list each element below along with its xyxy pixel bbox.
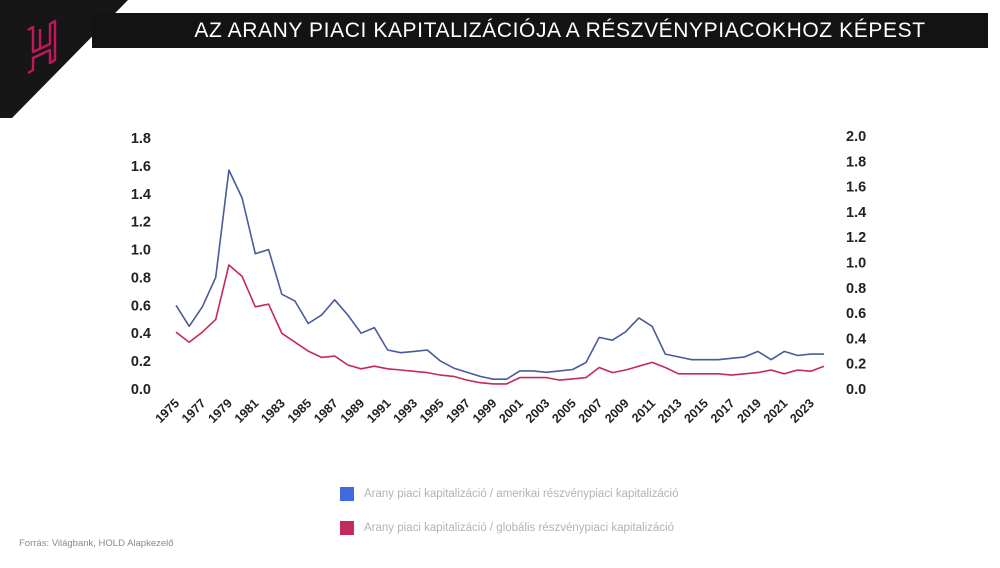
y-right-tick-label: 2.0 [846,129,866,145]
y-right-tick-label: 1.6 [846,180,866,196]
chart-legend: Arany piaci kapitalizáció / amerikai rés… [340,482,678,550]
x-tick-label: 1997 [443,396,473,426]
y-right-tick-label: 1.0 [846,256,866,272]
page-title: AZ ARANY PIACI KAPITALIZÁCIÓJA A RÉSZVÉN… [194,18,926,42]
y-left-tick-label: 1.0 [131,243,151,259]
series-line-global [175,264,825,385]
y-left-tick-label: 1.4 [131,187,151,203]
x-tick-label: 2009 [602,396,632,426]
title-bar: AZ ARANY PIACI KAPITALIZÁCIÓJA A RÉSZVÉN… [92,13,988,48]
y-left-tick-label: 0.8 [131,270,151,286]
y-left-tick-label: 0.0 [131,382,151,398]
y-left-tick-label: 1.6 [131,159,151,175]
legend-swatch-us [340,487,354,501]
x-tick-label: 1977 [179,396,209,426]
y-right-tick-label: 0.4 [846,331,866,347]
source-note: Forrás: Világbank, HOLD Alapkezelő [19,538,174,549]
y-right-tick-label: 0.0 [846,382,866,398]
x-tick-label: 1999 [470,396,500,426]
x-tick-label: 2003 [523,396,553,426]
y-left-tick-label: 0.2 [131,354,151,370]
y-right-tick-label: 0.8 [846,281,866,297]
x-tick-label: 1985 [285,396,315,426]
legend-label-global: Arany piaci kapitalizáció / globális rés… [364,522,675,534]
x-tick-label: 2017 [708,396,738,426]
x-tick-label: 2001 [496,396,526,426]
y-right-tick-label: 1.4 [846,205,866,221]
y-left-tick-label: 1.8 [131,131,151,147]
x-tick-label: 1983 [258,396,288,426]
legend-label-us: Arany piaci kapitalizáció / amerikai rés… [364,488,679,500]
x-tick-label: 1975 [153,396,183,426]
x-tick-label: 2015 [682,396,712,426]
y-left-tick-label: 1.2 [131,215,151,231]
x-tick-label: 1987 [311,396,341,426]
legend-swatch-global [340,521,354,535]
x-tick-label: 2023 [787,396,817,426]
legend-item-global: Arany piaci kapitalizáció / globális rés… [340,516,678,540]
x-tick-label: 1993 [391,396,421,426]
x-tick-label: 1995 [417,396,447,426]
x-tick-label: 1981 [232,396,262,426]
x-tick-label: 1991 [364,396,394,426]
y-right-tick-label: 1.2 [846,230,866,246]
x-tick-label: 2013 [655,396,685,426]
x-tick-label: 2019 [734,396,764,426]
x-tick-label: 1979 [205,396,235,426]
x-tick-label: 2021 [761,396,791,426]
y-right-tick-label: 0.2 [846,357,866,373]
x-tick-label: 2007 [576,396,606,426]
x-tick-label: 1989 [338,396,368,426]
x-tick-label: 2005 [549,396,579,426]
series-line-us [175,169,824,381]
x-tick-label: 2011 [629,396,658,425]
y-right-tick-label: 0.6 [846,306,866,322]
y-left-tick-label: 0.4 [131,326,151,342]
y-right-tick-label: 1.8 [846,154,866,170]
legend-item-us: Arany piaci kapitalizáció / amerikai rés… [340,482,678,506]
y-left-tick-label: 0.6 [131,298,151,314]
